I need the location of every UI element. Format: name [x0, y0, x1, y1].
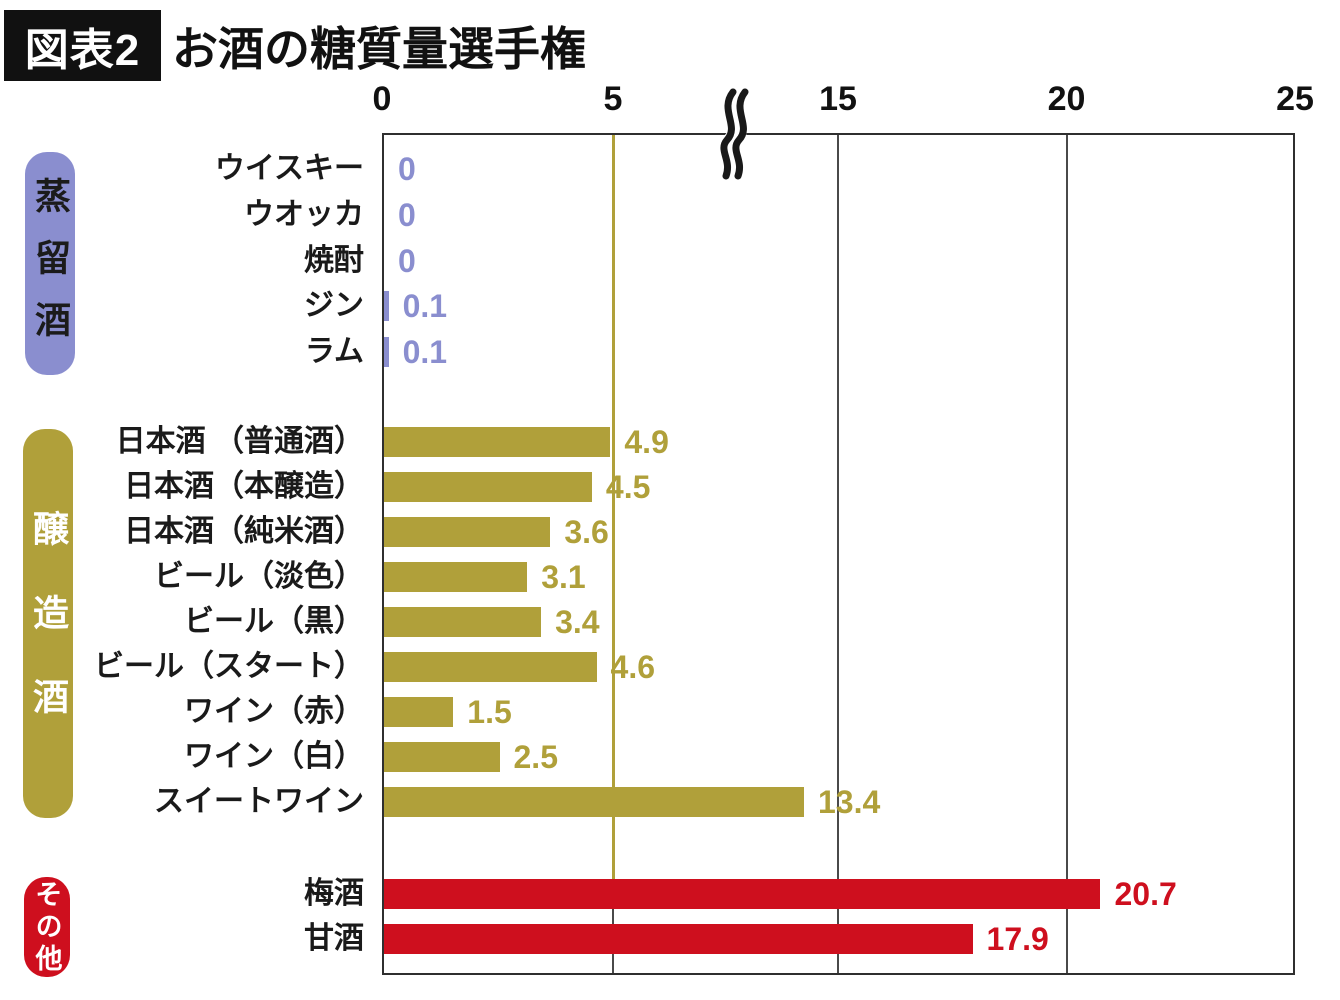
- value-label: 17.9: [986, 921, 1049, 957]
- value-label: 0: [398, 242, 416, 279]
- value-label: 4.9: [624, 424, 669, 460]
- bar: [384, 787, 804, 817]
- gridline-20: [1065, 135, 1068, 973]
- bar: [384, 517, 551, 547]
- bar: [384, 337, 389, 367]
- row-label: スイートワイン: [154, 785, 364, 818]
- category-badge-2: 醸造酒: [23, 429, 73, 818]
- value-label: 20.7: [1114, 876, 1177, 912]
- x-tick-label: 0: [372, 80, 392, 118]
- axis-break-icon: [720, 87, 749, 180]
- bar: [384, 924, 973, 954]
- gridline-15: [837, 135, 839, 973]
- category-badge-1: 蒸留酒: [25, 152, 75, 375]
- bar: [384, 427, 611, 457]
- value-label: 0.1: [402, 288, 448, 325]
- value-label: 0.1: [402, 334, 448, 370]
- row-label: ワイン（白）: [184, 740, 364, 773]
- row-label: 焼酎: [304, 243, 364, 277]
- bar: [384, 652, 597, 682]
- x-tick-label: 15: [819, 80, 857, 118]
- figure-title: お酒の糖質量選手権: [172, 22, 586, 75]
- bar: [384, 697, 454, 727]
- value-label: 4.6: [610, 649, 655, 685]
- x-tick-label: 5: [603, 80, 623, 118]
- row-label: ワイン（赤）: [184, 695, 364, 728]
- bar: [384, 879, 1101, 909]
- row-label: ビール（淡色）: [154, 560, 364, 593]
- row-label: ジン: [304, 289, 364, 323]
- value-label: 1.5: [467, 694, 512, 730]
- row-label: 甘酒: [304, 922, 364, 955]
- figure-number-tag: 図表2: [4, 10, 161, 81]
- row-label: ビール（黒）: [184, 605, 364, 638]
- value-label: 3.6: [564, 514, 609, 550]
- row-label: 日本酒 （普通酒）: [115, 425, 364, 458]
- row-label: ラム: [304, 335, 364, 368]
- bar: [384, 291, 389, 322]
- bar: [384, 472, 592, 502]
- value-label: 2.5: [513, 739, 558, 775]
- x-tick-label: 20: [1047, 80, 1086, 118]
- value-label: 3.4: [555, 604, 600, 640]
- bar: [384, 607, 542, 637]
- row-label: ウイスキー: [214, 152, 364, 185]
- category-badge-3: その他: [24, 877, 70, 977]
- row-label: 梅酒: [304, 877, 364, 910]
- row-label: ウオッカ: [244, 197, 364, 231]
- value-label: 3.1: [541, 559, 586, 595]
- value-label: 13.4: [818, 784, 881, 820]
- row-label: ビール（スタート）: [94, 650, 364, 683]
- value-label: 4.5: [605, 469, 651, 505]
- value-label: 0: [398, 151, 416, 187]
- value-label: 0: [398, 196, 416, 233]
- x-tick-label: 25: [1276, 80, 1314, 118]
- row-label: 日本酒（本醸造）: [124, 470, 364, 503]
- row-label: 日本酒（純米酒）: [124, 515, 364, 548]
- plot-frame: [382, 133, 1295, 975]
- bar: [384, 562, 528, 592]
- accent-gridline-5: [611, 135, 615, 879]
- bar: [384, 742, 500, 772]
